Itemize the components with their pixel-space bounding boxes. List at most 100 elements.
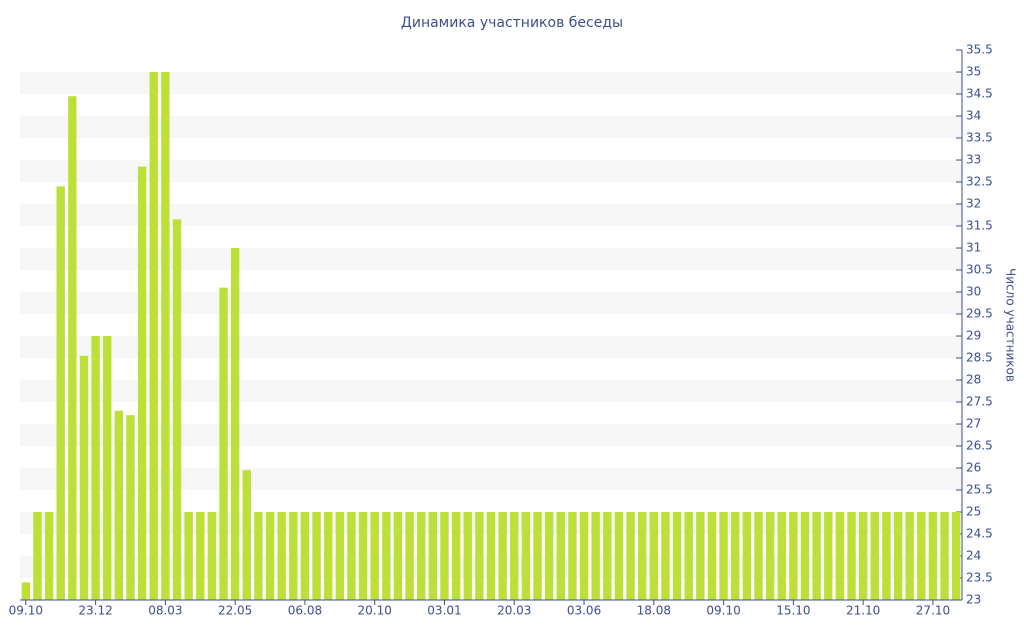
bar xyxy=(323,512,333,600)
bar xyxy=(777,512,786,600)
bar xyxy=(277,512,286,600)
bar xyxy=(905,512,914,600)
x-tick-label: 20.10 xyxy=(358,604,392,618)
bar xyxy=(696,512,705,600)
x-tick-label: 03.06 xyxy=(567,604,601,618)
bar xyxy=(579,512,589,600)
y-tick-label: 30.5 xyxy=(966,263,993,277)
bar xyxy=(335,512,345,600)
bar xyxy=(358,512,368,600)
bar xyxy=(440,512,449,600)
bar xyxy=(393,512,403,600)
y-tick-label: 31.5 xyxy=(966,219,993,233)
grid-band xyxy=(20,380,962,402)
y-tick-label: 26.5 xyxy=(966,439,993,453)
y-tick-label: 29.5 xyxy=(966,307,993,321)
bar xyxy=(21,582,31,600)
bar xyxy=(475,512,484,600)
bar xyxy=(521,512,531,600)
bar xyxy=(951,512,961,600)
bar xyxy=(149,72,158,600)
y-tick-label: 29 xyxy=(966,329,981,343)
bar xyxy=(882,512,891,600)
bar xyxy=(684,512,693,600)
bar xyxy=(265,512,275,600)
y-tick-label: 24 xyxy=(966,549,981,563)
grid-band xyxy=(20,336,962,358)
bar xyxy=(603,512,612,600)
x-tick-label: 18.08 xyxy=(637,604,671,618)
bar xyxy=(707,512,717,600)
y-tick-label: 28.5 xyxy=(966,351,993,365)
y-tick-label: 34 xyxy=(966,109,981,123)
bar xyxy=(649,512,659,600)
bar xyxy=(56,186,65,600)
bar xyxy=(591,512,600,600)
bar xyxy=(254,512,263,600)
bar xyxy=(731,512,740,600)
bar xyxy=(498,512,507,600)
bar xyxy=(533,512,542,600)
bar xyxy=(928,512,938,600)
grid-band xyxy=(20,468,962,490)
bar xyxy=(137,166,147,600)
grid-band xyxy=(20,424,962,446)
bar xyxy=(114,410,124,600)
x-tick-label: 23.12 xyxy=(78,604,112,618)
bar xyxy=(242,470,251,600)
y-axis-label: Число участников xyxy=(1004,268,1018,382)
bar xyxy=(91,336,100,600)
bar xyxy=(800,512,810,600)
y-tick-label: 34.5 xyxy=(966,87,993,101)
grid-band xyxy=(20,248,962,270)
bar xyxy=(556,512,565,600)
bar xyxy=(68,96,77,600)
bar xyxy=(300,512,310,600)
bar xyxy=(626,512,635,600)
bar xyxy=(161,72,170,600)
bar xyxy=(940,512,949,600)
y-tick-label: 33.5 xyxy=(966,131,993,145)
bar xyxy=(172,219,182,600)
y-tick-label: 35.5 xyxy=(966,43,993,57)
bar xyxy=(382,512,391,600)
y-tick-label: 23 xyxy=(966,593,981,607)
grid-band xyxy=(20,160,962,182)
x-tick-label: 15.10 xyxy=(776,604,810,618)
x-tick-label: 09.10 xyxy=(9,604,43,618)
y-tick-label: 27 xyxy=(966,417,981,431)
grid-band xyxy=(20,292,962,314)
x-tick-label: 06.08 xyxy=(288,604,322,618)
bar xyxy=(451,512,461,600)
bar xyxy=(637,512,647,600)
bar xyxy=(184,512,193,600)
y-tick-label: 30 xyxy=(966,285,981,299)
y-tick-label: 25 xyxy=(966,505,981,519)
x-tick-label: 27.10 xyxy=(916,604,950,618)
bar xyxy=(661,512,670,600)
bar xyxy=(917,512,926,600)
bar xyxy=(230,248,240,600)
bar xyxy=(614,512,624,600)
bar xyxy=(428,512,438,600)
bar xyxy=(126,415,135,600)
bar xyxy=(312,512,321,600)
bar xyxy=(812,512,821,600)
grid-band xyxy=(20,116,962,138)
y-tick-label: 35 xyxy=(966,65,981,79)
bar xyxy=(835,512,845,600)
bar xyxy=(754,512,763,600)
bar xyxy=(347,512,356,600)
bar xyxy=(858,512,868,600)
bar xyxy=(544,512,554,600)
bar xyxy=(417,512,426,600)
bar xyxy=(893,512,903,600)
y-tick-label: 25.5 xyxy=(966,483,993,497)
x-tick-label: 09.10 xyxy=(706,604,740,618)
grid-band xyxy=(20,72,962,94)
bar xyxy=(196,512,205,600)
y-tick-label: 26 xyxy=(966,461,981,475)
x-tick-label: 22.05 xyxy=(218,604,252,618)
y-tick-label: 32.5 xyxy=(966,175,993,189)
